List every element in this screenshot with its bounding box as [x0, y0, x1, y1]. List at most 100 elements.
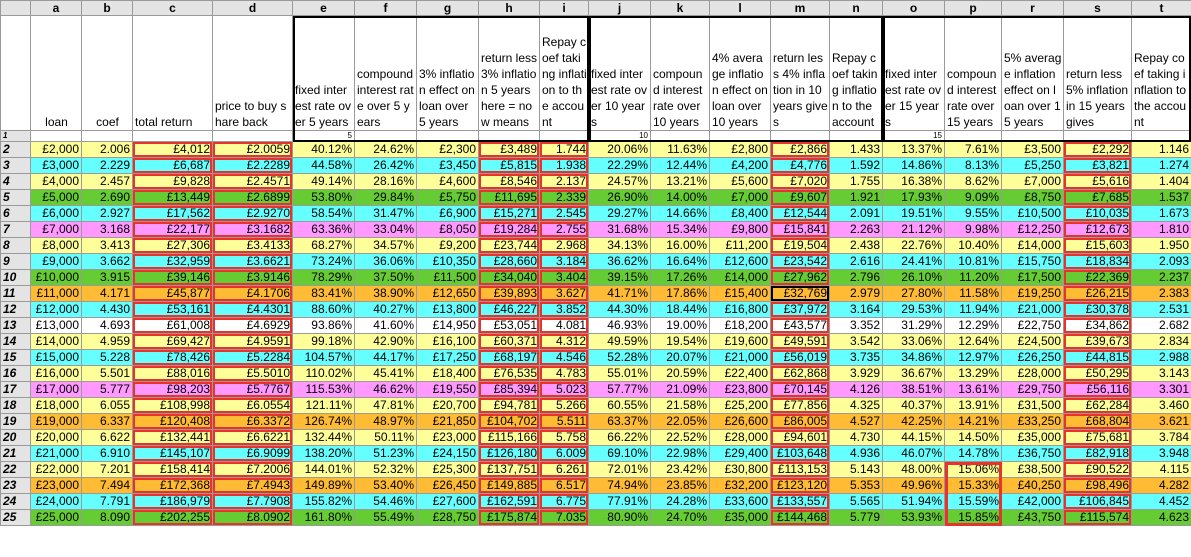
cell-c19[interactable]: £120,408 — [132, 413, 213, 430]
cell-b19[interactable]: 6.337 — [81, 413, 133, 430]
cell-k18[interactable]: 21.58% — [650, 397, 710, 414]
cell-m19[interactable]: £86,005 — [770, 413, 830, 430]
row-header-9[interactable]: 9 — [0, 253, 31, 270]
index-cell-d[interactable] — [212, 130, 293, 142]
column-header-e[interactable]: e — [292, 0, 355, 16]
cell-e18[interactable]: 121.11% — [292, 397, 355, 414]
cell-j14[interactable]: 49.59% — [588, 333, 651, 350]
cell-o23[interactable]: 49.96% — [882, 477, 945, 494]
cell-m13[interactable]: £43,577 — [770, 317, 830, 334]
cell-r8[interactable]: £14,000 — [1001, 237, 1064, 254]
cell-l19[interactable]: £26,600 — [709, 413, 771, 430]
cell-t18[interactable]: 3.460 — [1131, 397, 1191, 414]
cell-f3[interactable]: 26.42% — [354, 157, 417, 174]
column-header-r[interactable]: r — [1001, 0, 1064, 16]
cell-n9[interactable]: 2.616 — [829, 253, 883, 270]
cell-c18[interactable]: £108,998 — [132, 397, 213, 414]
cell-l6[interactable]: £8,400 — [709, 205, 771, 222]
column-header-k[interactable]: k — [650, 0, 710, 16]
cell-l17[interactable]: £23,800 — [709, 381, 771, 398]
cell-f20[interactable]: 50.11% — [354, 429, 417, 446]
cell-p17[interactable]: 13.61% — [944, 381, 1002, 398]
cell-c21[interactable]: £145,107 — [132, 445, 213, 462]
cell-m8[interactable]: £19,504 — [770, 237, 830, 254]
cell-o13[interactable]: 31.29% — [882, 317, 945, 334]
row-header-label[interactable] — [0, 15, 31, 131]
cell-l13[interactable]: £18,200 — [709, 317, 771, 334]
cell-n24[interactable]: 5.565 — [829, 493, 883, 510]
cell-p18[interactable]: 13.91% — [944, 397, 1002, 414]
cell-k12[interactable]: 18.44% — [650, 301, 710, 318]
cell-p15[interactable]: 12.97% — [944, 349, 1002, 366]
cell-s13[interactable]: £34,862 — [1063, 317, 1132, 334]
cell-t25[interactable]: 4.623 — [1131, 509, 1191, 526]
cell-h14[interactable]: £60,371 — [478, 333, 540, 350]
cell-o4[interactable]: 16.38% — [882, 173, 945, 190]
cell-o22[interactable]: 48.00% — [882, 461, 945, 478]
cell-s10[interactable]: £22,369 — [1063, 269, 1132, 286]
cell-b7[interactable]: 3.168 — [81, 221, 133, 238]
cell-r20[interactable]: £35,000 — [1001, 429, 1064, 446]
row-header-23[interactable]: 23 — [0, 477, 31, 494]
cell-d4[interactable]: £2.4571 — [212, 173, 293, 190]
cell-a7[interactable]: £7,000 — [30, 221, 82, 238]
cell-e20[interactable]: 132.44% — [292, 429, 355, 446]
cell-c9[interactable]: £32,959 — [132, 253, 213, 270]
cell-a22[interactable]: £22,000 — [30, 461, 82, 478]
cell-j16[interactable]: 55.01% — [588, 365, 651, 382]
cell-t12[interactable]: 2.531 — [1131, 301, 1191, 318]
cell-f8[interactable]: 34.57% — [354, 237, 417, 254]
cell-t14[interactable]: 2.834 — [1131, 333, 1191, 350]
cell-i21[interactable]: 6.009 — [539, 445, 589, 462]
cell-i19[interactable]: 5.511 — [539, 413, 589, 430]
cell-a19[interactable]: £19,000 — [30, 413, 82, 430]
cell-n6[interactable]: 2.091 — [829, 205, 883, 222]
cell-i12[interactable]: 3.852 — [539, 301, 589, 318]
cell-n5[interactable]: 1.921 — [829, 189, 883, 206]
cell-l20[interactable]: £28,000 — [709, 429, 771, 446]
cell-i15[interactable]: 4.546 — [539, 349, 589, 366]
row-header-6[interactable]: 6 — [0, 205, 31, 222]
cell-l18[interactable]: £25,200 — [709, 397, 771, 414]
cell-l3[interactable]: £4,200 — [709, 157, 771, 174]
cell-s22[interactable]: £90,522 — [1063, 461, 1132, 478]
cell-l11[interactable]: £15,400 — [709, 285, 771, 302]
header-label-b[interactable]: coef — [81, 15, 133, 131]
cell-i16[interactable]: 4.783 — [539, 365, 589, 382]
index-cell-j[interactable]: 10 — [588, 130, 651, 142]
cell-m18[interactable]: £77,856 — [770, 397, 830, 414]
cell-r17[interactable]: £29,750 — [1001, 381, 1064, 398]
cell-b4[interactable]: 2.457 — [81, 173, 133, 190]
cell-k11[interactable]: 17.86% — [650, 285, 710, 302]
cell-p19[interactable]: 14.21% — [944, 413, 1002, 430]
cell-o3[interactable]: 14.86% — [882, 157, 945, 174]
cell-b15[interactable]: 5.228 — [81, 349, 133, 366]
cell-h13[interactable]: £53,051 — [478, 317, 540, 334]
cell-h21[interactable]: £126,180 — [478, 445, 540, 462]
cell-g10[interactable]: £11,500 — [416, 269, 479, 286]
index-cell-s[interactable] — [1063, 130, 1132, 142]
cell-a23[interactable]: £23,000 — [30, 477, 82, 494]
cell-j13[interactable]: 46.93% — [588, 317, 651, 334]
cell-m9[interactable]: £23,542 — [770, 253, 830, 270]
cell-s9[interactable]: £18,834 — [1063, 253, 1132, 270]
index-cell-r[interactable] — [1001, 130, 1064, 142]
cell-t24[interactable]: 4.452 — [1131, 493, 1191, 510]
cell-j21[interactable]: 69.10% — [588, 445, 651, 462]
row-header-8[interactable]: 8 — [0, 237, 31, 254]
cell-a8[interactable]: £8,000 — [30, 237, 82, 254]
cell-c3[interactable]: £6,687 — [132, 157, 213, 174]
cell-f5[interactable]: 29.84% — [354, 189, 417, 206]
cell-c17[interactable]: £98,203 — [132, 381, 213, 398]
cell-m23[interactable]: £123,120 — [770, 477, 830, 494]
cell-a14[interactable]: £14,000 — [30, 333, 82, 350]
cell-k2[interactable]: 11.63% — [650, 141, 710, 158]
cell-a10[interactable]: £10,000 — [30, 269, 82, 286]
column-header-c[interactable]: c — [132, 0, 213, 16]
cell-e16[interactable]: 110.02% — [292, 365, 355, 382]
cell-j6[interactable]: 29.27% — [588, 205, 651, 222]
cell-c4[interactable]: £9,828 — [132, 173, 213, 190]
header-label-g[interactable]: 3% inflation effect on loan over 5 years — [416, 15, 479, 131]
header-label-s[interactable]: return less 5% inflation in 15 years giv… — [1063, 15, 1132, 131]
row-header-3[interactable]: 3 — [0, 157, 31, 174]
